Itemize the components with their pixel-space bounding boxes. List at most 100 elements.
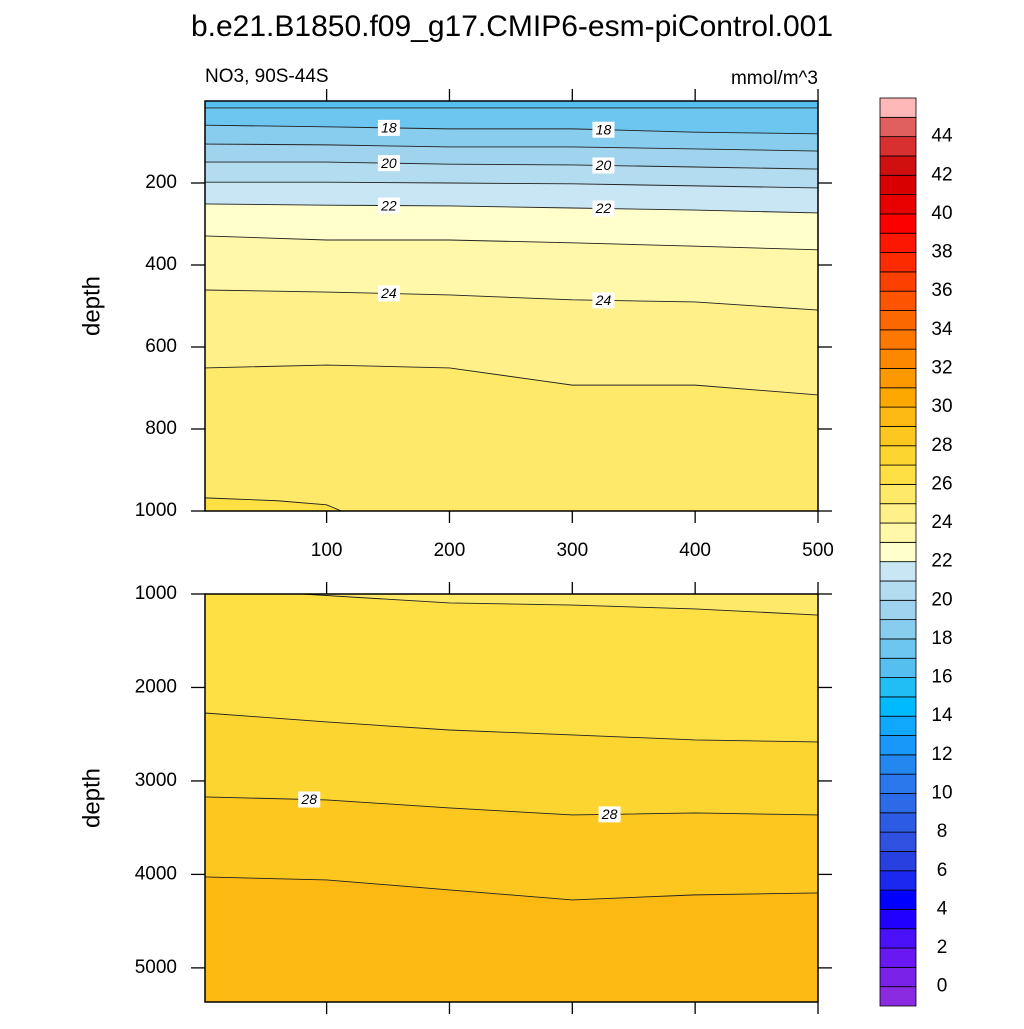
colorbar-label: 34 (931, 319, 953, 340)
contour-line (205, 235, 818, 251)
colorbar-box (879, 831, 917, 852)
contour-label: 20 (380, 155, 397, 171)
colorbar-box (879, 271, 917, 292)
colorbar-box (879, 928, 917, 949)
colorbar-label: 36 (931, 280, 952, 301)
colorbar-box (879, 870, 917, 891)
contour-label: 18 (596, 121, 612, 137)
contour-label-box (298, 791, 321, 808)
contour-line (205, 289, 818, 311)
colorbar-box (879, 97, 917, 118)
colorbar-box (879, 754, 917, 775)
colorbar-box (879, 889, 917, 910)
contour-fill (205, 497, 342, 511)
subtitle-right: mmol/m^3 (731, 68, 818, 89)
plot-area: 28 28 (205, 594, 818, 1002)
colorbar-label: 38 (931, 242, 952, 263)
y-tick-label: 2000 (135, 676, 177, 697)
colorbar-box (879, 599, 917, 621)
contour-label: 28 (300, 791, 317, 807)
contour-label-box (598, 806, 621, 823)
colorbar-box (879, 851, 917, 872)
colorbar-box (879, 290, 917, 311)
colorbar-box (879, 503, 917, 524)
colorbar-box (879, 541, 917, 563)
y-tick-label: 600 (145, 336, 177, 357)
colorbar-box (879, 947, 917, 968)
x-tick-label: 400 (679, 540, 711, 561)
contour-fill (205, 365, 818, 511)
colorbar-box (879, 329, 917, 350)
contour-line (205, 124, 818, 135)
y-tick-label: 1000 (135, 583, 177, 604)
contour-label: 22 (380, 197, 397, 213)
colorbar-box (879, 368, 917, 389)
y-tick-label: 3000 (135, 770, 177, 791)
contour-label: 20 (595, 157, 612, 173)
colorbar-box (879, 136, 917, 157)
colorbar-box (879, 232, 917, 253)
colorbar-box (879, 715, 917, 736)
colorbar-box (879, 483, 917, 505)
x-tick-label: 500 (802, 540, 834, 561)
contour-label-box (377, 119, 400, 136)
colorbar-box (879, 348, 917, 369)
colorbar-box (879, 194, 917, 215)
colorbar-box (879, 213, 917, 234)
contour-label: 24 (380, 285, 397, 301)
x-tick-label: 200 (434, 540, 466, 561)
colorbar-box (879, 677, 917, 698)
colorbar-box (879, 310, 917, 331)
colorbar-box (879, 619, 917, 640)
colorbar-box (879, 116, 917, 138)
colorbar-label: 6 (937, 860, 948, 881)
colorbar-label: 8 (937, 821, 948, 842)
plot-area: 18 18 20 20 22 22 24 24 (205, 101, 818, 511)
colorbar-box (879, 387, 917, 408)
colorbar-label: 18 (931, 628, 952, 649)
plot-frame (204, 593, 819, 1003)
contour-line (205, 876, 818, 901)
colorbar-box (879, 406, 917, 427)
colorbar-label: 44 (931, 126, 953, 147)
contour-label-box (592, 121, 615, 138)
colorbar-label: 0 (937, 976, 948, 997)
contour-label: 18 (381, 120, 397, 136)
contour-line (205, 712, 818, 743)
y-tick-label: 5000 (135, 957, 177, 978)
colorbar-box (879, 445, 917, 466)
contour-line (205, 161, 818, 170)
colorbar-label: 4 (937, 898, 948, 919)
contour-label-box (592, 292, 615, 309)
contour-label-box (377, 155, 400, 172)
y-tick-label: 1000 (135, 500, 177, 521)
colorbar-box (879, 735, 917, 756)
colorbar-label: 16 (931, 667, 952, 688)
colorbar-box (879, 812, 917, 833)
colorbar-box (879, 522, 917, 543)
colorbar-label: 14 (931, 705, 953, 726)
colorbar-box (879, 909, 917, 930)
contour-label: 24 (595, 292, 612, 308)
y-tick-label: 200 (145, 172, 177, 193)
y-tick-label: 800 (145, 418, 177, 439)
colorbar-box (879, 638, 917, 659)
contour-label-box (592, 200, 615, 217)
contour-line (205, 181, 818, 189)
contour-label: 22 (595, 200, 612, 216)
colorbar-box (879, 793, 917, 814)
x-tick-label: 100 (311, 540, 343, 561)
contour-line (205, 203, 818, 214)
y-axis-label: depth (78, 276, 105, 336)
colorbar-box (879, 580, 917, 601)
colorbar-box (879, 966, 917, 988)
colorbar-label: 12 (931, 744, 952, 765)
colorbar-label: 10 (931, 783, 952, 804)
colorbar-box (879, 561, 917, 582)
contour-label-box (377, 197, 400, 214)
colorbar-label: 20 (931, 589, 952, 610)
colorbar-label: 26 (931, 473, 952, 494)
contour-label-box (377, 285, 400, 302)
